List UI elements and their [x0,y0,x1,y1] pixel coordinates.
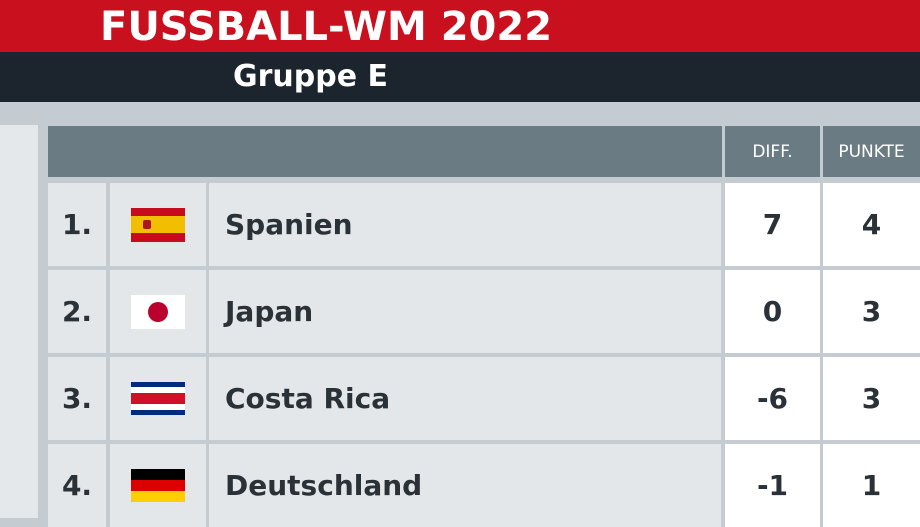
flag-cell [110,444,206,527]
goal-difference: -1 [725,444,820,527]
rank: 3. [48,357,106,440]
points: 1 [823,444,920,527]
points: 4 [823,183,920,266]
table-header-blank [48,126,722,177]
page-title: FUSSBALL-WM 2022 [100,4,553,50]
goal-difference: 7 [725,183,820,266]
team-name: Spanien [209,183,721,266]
flag-cell [110,270,206,353]
goal-difference: 0 [725,270,820,353]
team-name: Deutschland [209,444,721,527]
germany-flag-icon [131,468,185,503]
group-title: Gruppe E [233,59,389,94]
team-name: Costa Rica [209,357,721,440]
costa-rica-flag-icon [131,381,185,416]
rank: 1. [48,183,106,266]
flag-cell [110,357,206,440]
title-bar: FUSSBALL-WM 2022 [0,0,920,52]
goal-difference: -6 [725,357,820,440]
rank: 2. [48,270,106,353]
subtitle-bar: Gruppe E [0,52,920,102]
column-header-diff: DIFF. [725,126,820,177]
column-header-points: PUNKTE [823,126,920,177]
side-panel [0,125,38,518]
flag-cell [110,183,206,266]
points: 3 [823,270,920,353]
points: 3 [823,357,920,440]
japan-flag-icon [131,294,185,329]
team-name: Japan [209,270,721,353]
spain-flag-icon [131,207,185,242]
rank: 4. [48,444,106,527]
